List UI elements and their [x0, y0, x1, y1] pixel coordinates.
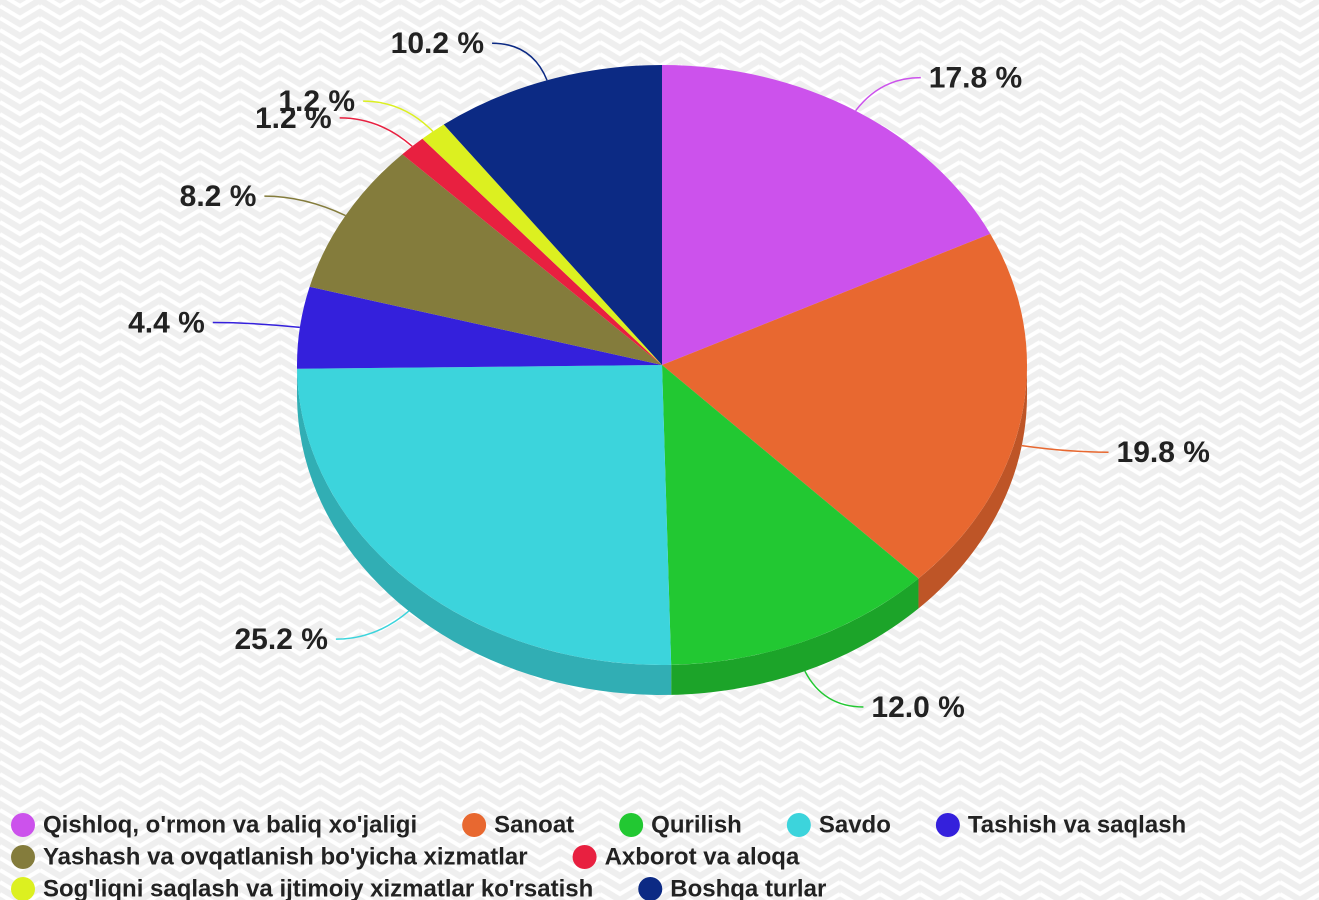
leader-line: [804, 670, 864, 708]
leader-line: [855, 76, 921, 112]
legend-marker: [935, 813, 960, 837]
legend-label: Sog'liqni saqlash va ijtimoiy xizmatlar …: [43, 875, 593, 900]
legend-label: Axborot va aloqa: [605, 843, 800, 870]
data-label: 10.2 %: [391, 27, 484, 60]
slice: [297, 365, 672, 665]
slice: [402, 138, 662, 365]
data-label: 1.2 %: [278, 85, 355, 118]
slice-side: [918, 365, 1027, 609]
leader-line: [264, 195, 346, 217]
legend-label: Savdo: [819, 811, 891, 838]
legend-label: Boshqa turlar: [670, 875, 826, 900]
slice: [662, 233, 1027, 579]
legend-label: Yashash va ovqatlanish bo'yicha xizmatla…: [43, 843, 528, 870]
legend-marker: [11, 877, 35, 900]
leader-line: [492, 42, 548, 81]
leader-line: [212, 321, 300, 329]
legend-label: Qishloq, o'rmon va baliq xo'jaligi: [43, 811, 417, 838]
slice: [662, 65, 991, 365]
leader-line: [363, 100, 434, 132]
legend-label: Tashish va saqlash: [968, 811, 1186, 838]
leader-line: [339, 117, 413, 147]
data-label: 19.8 %: [1117, 436, 1210, 469]
legend-marker: [786, 813, 811, 837]
slice-side: [671, 578, 919, 695]
legend-label: Qurilish: [651, 811, 742, 838]
slice: [422, 124, 662, 365]
legend-marker: [572, 845, 597, 869]
legend-label: Sanoat: [494, 811, 574, 838]
slice: [309, 154, 662, 365]
leader-line: [335, 610, 410, 640]
slice-side: [297, 368, 672, 695]
slice: [296, 286, 662, 369]
legend-marker: [462, 813, 487, 837]
data-label: 1.2 %: [255, 102, 332, 135]
data-label: 12.0 %: [871, 691, 964, 724]
slice: [443, 65, 662, 365]
data-label: 8.2 %: [180, 180, 257, 213]
legend-marker: [619, 813, 644, 837]
data-label: 4.4 %: [128, 306, 205, 339]
data-label: 25.2 %: [234, 623, 327, 656]
leader-line: [1021, 444, 1109, 453]
legend-marker: [11, 845, 35, 869]
slice: [662, 365, 919, 665]
legend-marker: [11, 813, 35, 837]
data-label: 17.8 %: [929, 62, 1022, 95]
legend-marker: [638, 877, 663, 900]
